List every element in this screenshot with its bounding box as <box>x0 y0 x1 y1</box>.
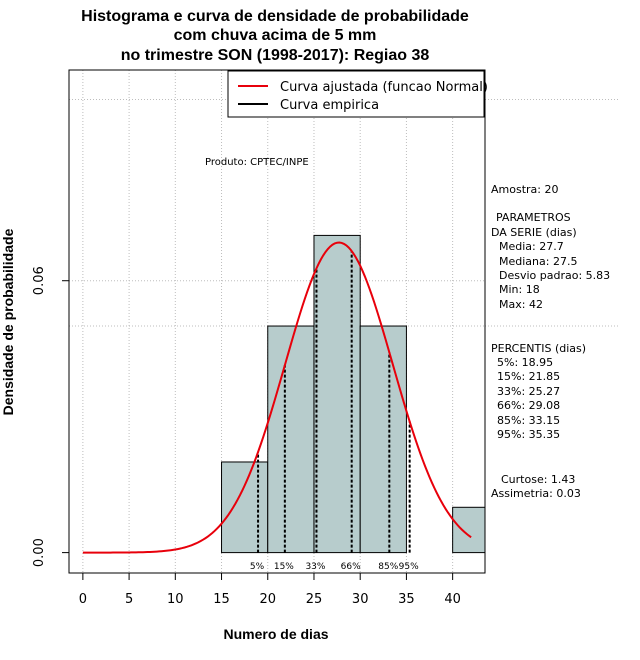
percentile-label-95: 95% <box>399 562 419 572</box>
y-axis: 0.00 0.06 <box>32 266 70 567</box>
percentile-label-15: 15% <box>274 562 294 572</box>
stat-mediana: Mediana: 27.5 <box>499 255 577 268</box>
histogram-bar-30-35 <box>359 325 407 554</box>
x-tick-label-5: 5 <box>125 592 133 607</box>
x-tick-label-15: 15 <box>213 592 230 607</box>
x-tick-label-10: 10 <box>167 592 184 607</box>
stat-parametros-title: PARAMETROS <box>496 211 571 224</box>
histogram-bar-20-25 <box>267 325 315 554</box>
stat-percentis-title: PERCENTIS (dias) <box>491 342 586 355</box>
percentile-label-66: 66% <box>341 562 361 572</box>
percentile-label-85: 85% <box>378 562 398 572</box>
normal-curve <box>82 241 472 554</box>
plot-frame <box>68 69 486 574</box>
stat-p66: 66%: 29.08 <box>497 399 560 412</box>
legend: Curva ajustada (funcao Normal) Curva emp… <box>227 70 488 118</box>
stat-p95: 95%: 35.35 <box>497 428 560 441</box>
stat-max: Max: 42 <box>499 298 543 311</box>
legend-label-normal: Curva ajustada (funcao Normal) <box>280 80 488 95</box>
x-tick-label-40: 40 <box>444 592 461 607</box>
histogram-bar-15-20 <box>221 461 269 554</box>
x-tick-label-30: 30 <box>352 592 369 607</box>
stat-min: Min: 18 <box>499 283 540 296</box>
legend-box <box>227 70 485 118</box>
percentile-label-33: 33% <box>305 562 325 572</box>
stat-media: Media: 27.7 <box>499 240 564 253</box>
stat-p5: 5%: 18.95 <box>497 356 553 369</box>
histogram-bar-40-45 <box>452 506 486 554</box>
chart-title-line-1: Histograma e curva de densidade de proba… <box>81 8 469 25</box>
x-axis-label: Numero de dias <box>223 626 328 642</box>
percentile-lines: 5% 15% 33% 66% 85% 95% <box>250 251 419 572</box>
chart-title-line-2: com chuva acima de 5 mm <box>174 27 377 44</box>
y-axis-label: Densidade de probabilidade <box>0 228 16 415</box>
x-tick-label-20: 20 <box>259 592 276 607</box>
statistics-panel: Amostra: 20 PARAMETROS DA SERIE (dias) M… <box>491 183 610 500</box>
percentile-label-5: 5% <box>250 562 265 572</box>
chart-title-line-3: no trimestre SON (1998-2017): Regiao 38 <box>121 47 430 64</box>
stat-assimetria: Assimetria: 0.03 <box>491 487 581 500</box>
x-tick-label-25: 25 <box>306 592 323 607</box>
normal-curve-layer <box>82 241 472 554</box>
stat-curtose: Curtose: 1.43 <box>501 473 575 486</box>
histogram-bars <box>221 234 486 554</box>
x-tick-label-0: 0 <box>79 592 87 607</box>
stat-p15: 15%: 21.85 <box>497 370 560 383</box>
produto-annotation: Produto: CPTEC/INPE <box>205 157 309 168</box>
legend-label-empirical: Curva empirica <box>280 98 379 113</box>
stat-amostra: Amostra: 20 <box>491 183 558 196</box>
x-tick-label-35: 35 <box>398 592 415 607</box>
stat-p85: 85%: 33.15 <box>497 414 560 427</box>
stat-p33: 33%: 25.27 <box>497 385 560 398</box>
x-axis: 0 5 10 15 20 25 30 35 40 <box>79 572 461 607</box>
stat-parametros-subtitle: DA SERIE (dias) <box>491 226 577 239</box>
y-tick-label-1: 0.06 <box>32 266 47 295</box>
stat-desvio: Desvio padrao: 5.83 <box>499 269 610 282</box>
histogram-bar-25-30 <box>313 234 361 554</box>
y-tick-label-0: 0.00 <box>32 538 47 567</box>
